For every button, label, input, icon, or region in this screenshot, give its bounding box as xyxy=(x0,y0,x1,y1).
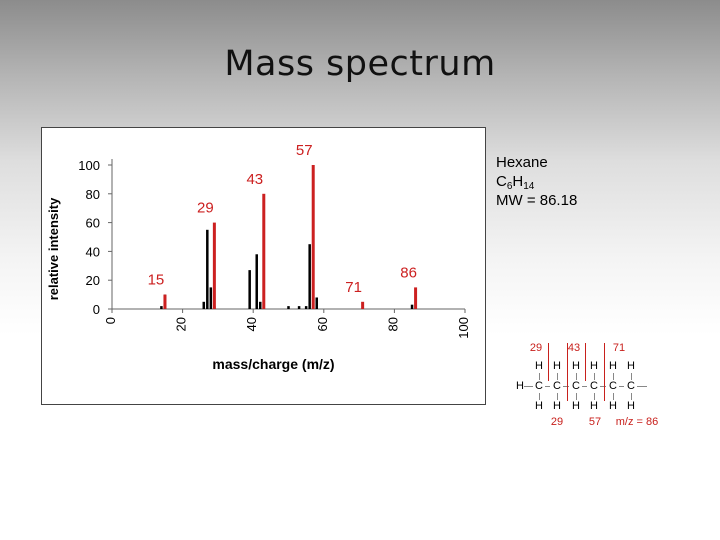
bond-horizontal xyxy=(563,386,569,387)
hexane-structure-diagram: 29 43 71 H H H H H H H C C C C C C H H H H H H 29 57 m/z = 86 xyxy=(513,337,661,434)
bond-vertical-bottom xyxy=(613,393,614,400)
bond-vertical-bottom xyxy=(576,393,577,400)
y-tick-label: 40 xyxy=(86,244,100,259)
hydrogen-bottom: H xyxy=(572,400,580,412)
spectrum-bar xyxy=(308,244,311,309)
x-tick-label: 40 xyxy=(244,317,259,331)
carbon-atom: C xyxy=(609,380,617,392)
bond-horizontal xyxy=(524,386,533,387)
spectrum-bar xyxy=(255,254,258,309)
y-tick-label: 20 xyxy=(86,273,100,288)
bond-vertical-top xyxy=(631,373,632,380)
spectrum-bar xyxy=(212,222,216,309)
fragment-top-label: 71 xyxy=(612,342,626,354)
x-tick-label: 100 xyxy=(456,317,471,339)
hydrogen-bottom: H xyxy=(627,400,635,412)
hydrogen-bottom: H xyxy=(535,400,543,412)
hydrogen-top: H xyxy=(572,360,580,372)
cleavage-line xyxy=(548,343,549,381)
compound-formula: C6H14 xyxy=(496,173,535,192)
bond-horizontal xyxy=(600,386,606,387)
peak-label: 43 xyxy=(246,171,263,188)
hydrogen-left: H xyxy=(516,380,524,392)
hydrogen-top: H xyxy=(590,360,598,372)
hydrogen-top: H xyxy=(535,360,543,372)
cleavage-line xyxy=(604,343,605,401)
bond-vertical-top xyxy=(613,373,614,380)
hydrogen-bottom: H xyxy=(590,400,598,412)
x-tick-label: 80 xyxy=(385,317,400,331)
fragment-bottom-label: 57 xyxy=(588,416,602,428)
spectrum-bar xyxy=(206,229,209,309)
spectrum-bar xyxy=(262,193,266,309)
spectrum-bar xyxy=(315,297,318,309)
y-axis-title: relative intensity xyxy=(46,197,61,300)
cleavage-line xyxy=(585,343,586,381)
slide-title: Mass spectrum xyxy=(224,44,496,84)
x-tick-label: 0 xyxy=(103,317,118,324)
hydrogen-top: H xyxy=(553,360,561,372)
bond-vertical-bottom xyxy=(594,393,595,400)
y-tick-label: 60 xyxy=(86,216,100,231)
peak-label: 86 xyxy=(400,264,417,281)
x-tick-label: 20 xyxy=(174,317,189,331)
hydrogen-top: H xyxy=(609,360,617,372)
bond-horizontal xyxy=(582,386,587,387)
spectrum-bar xyxy=(304,306,308,309)
compound-name: Hexane xyxy=(496,154,548,171)
spectrum-bar xyxy=(163,294,167,309)
x-tick-label: 60 xyxy=(315,317,330,331)
carbon-atom: C xyxy=(572,380,580,392)
spectrum-bar xyxy=(410,304,414,309)
spectrum-bar xyxy=(202,301,206,309)
fragment-bottom-label: 29 xyxy=(550,416,564,428)
bond-vertical-bottom xyxy=(557,393,558,400)
bond-horizontal xyxy=(637,386,647,387)
hydrogen-bottom: H xyxy=(553,400,561,412)
bond-horizontal xyxy=(545,386,550,387)
peak-label: 57 xyxy=(296,142,313,159)
bond-vertical-bottom xyxy=(539,393,540,400)
carbon-atom: C xyxy=(590,380,598,392)
hydrogen-bottom: H xyxy=(609,400,617,412)
carbon-atom: C xyxy=(553,380,561,392)
bond-vertical-top xyxy=(594,373,595,380)
spectrum-bar xyxy=(297,306,301,309)
peak-label: 29 xyxy=(197,200,214,217)
x-axis-title: mass/charge (m/z) xyxy=(212,356,334,372)
y-tick-label: 0 xyxy=(93,302,100,317)
mz-label: m/z = 86 xyxy=(615,416,659,428)
fragment-top-label: 43 xyxy=(567,342,581,354)
chart-svg: 0 20 40 60 80 100 0 20 40 60 80 100 relative intensi… xyxy=(46,142,471,372)
bond-vertical-bottom xyxy=(631,393,632,400)
spectrum-bar xyxy=(259,301,262,309)
bond-vertical-top xyxy=(557,373,558,380)
cleavage-line xyxy=(567,343,568,401)
compound-info: Hexane C6H14 MW = 86.18 xyxy=(496,153,577,210)
hydrogen-top: H xyxy=(627,360,635,372)
fragment-top-label: 29 xyxy=(529,342,543,354)
spectrum-bar xyxy=(248,270,251,309)
spectrum-bar xyxy=(311,165,315,309)
peak-label: 15 xyxy=(148,272,165,289)
bond-horizontal xyxy=(619,386,624,387)
y-tick-label: 80 xyxy=(86,187,100,202)
peak-label: 71 xyxy=(345,279,362,296)
carbon-atom: C xyxy=(627,380,635,392)
spectrum-bar xyxy=(160,306,163,309)
bond-vertical-top xyxy=(576,373,577,380)
mass-spectrum-chart: 0 20 40 60 80 100 0 20 40 60 80 100 relative intensi… xyxy=(41,127,486,405)
bond-vertical-top xyxy=(539,373,540,380)
carbon-atom: C xyxy=(535,380,543,392)
y-tick-label: 100 xyxy=(78,158,100,173)
spectrum-bar xyxy=(287,306,290,309)
spectrum-bar xyxy=(414,287,418,309)
molecular-weight: MW = 86.18 xyxy=(496,192,578,209)
spectrum-bar xyxy=(361,301,365,309)
spectrum-bar xyxy=(209,287,213,309)
